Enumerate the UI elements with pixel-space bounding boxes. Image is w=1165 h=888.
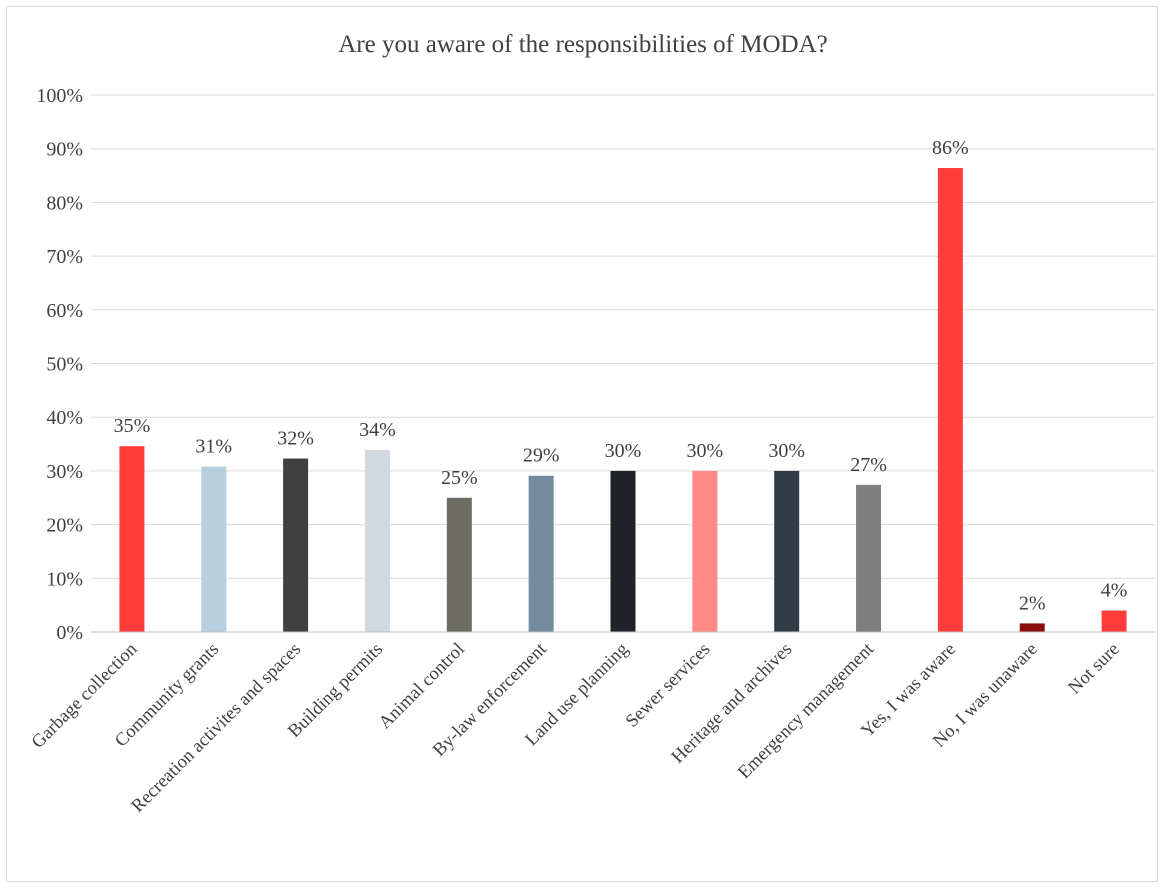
bar	[528, 475, 554, 632]
y-tick-label: 40%	[46, 407, 83, 429]
data-label: 30%	[605, 440, 642, 462]
data-label: 2%	[1019, 592, 1046, 614]
y-tick-label: 70%	[46, 246, 83, 268]
x-category-label: Sewer services	[622, 639, 714, 731]
bar	[119, 446, 145, 632]
data-label: 35%	[114, 415, 151, 437]
x-category-label: Recreation activites and spaces	[128, 639, 305, 816]
gridlines	[91, 94, 1155, 579]
y-tick-label: 60%	[46, 300, 83, 322]
bar	[692, 470, 718, 632]
data-labels: 35% 31% 32% 34% 25% 29% 30% 30% 30% 27% 86% 2% 4%	[114, 137, 1128, 614]
data-label: 4%	[1101, 580, 1128, 602]
bar	[201, 466, 227, 632]
data-label: 30%	[687, 440, 724, 462]
y-tick-label: 30%	[46, 461, 83, 483]
data-label: 86%	[932, 137, 969, 159]
bar	[1019, 623, 1045, 632]
data-label: 30%	[768, 440, 805, 462]
data-label: 34%	[359, 419, 396, 441]
y-tick-label: 50%	[46, 354, 83, 376]
y-axis-tick-labels: 0% 10% 20% 30% 40% 50% 60% 70% 80% 90% 100%	[36, 85, 83, 644]
data-label: 29%	[523, 445, 560, 467]
data-label: 32%	[277, 428, 314, 450]
bar	[1101, 610, 1127, 632]
y-tick-label: 10%	[46, 568, 83, 590]
x-category-label: Not sure	[1065, 639, 1124, 698]
bar	[856, 484, 882, 632]
data-label: 25%	[441, 467, 478, 489]
bar	[283, 458, 309, 632]
bar	[364, 449, 390, 632]
x-category-label: Emergency management	[734, 639, 878, 783]
y-tick-label: 80%	[46, 192, 83, 214]
x-category-label: Animal control	[375, 639, 469, 733]
y-tick-label: 20%	[46, 515, 83, 537]
data-label: 27%	[850, 454, 887, 476]
y-tick-label: 90%	[46, 139, 83, 161]
chart-frame: Are you aware of the responsibilities of…	[6, 6, 1158, 882]
y-tick-label: 0%	[56, 622, 83, 644]
data-label: 31%	[195, 436, 232, 458]
chart-title: Are you aware of the responsibilities of…	[338, 31, 827, 58]
bar-chart: Are you aware of the responsibilities of…	[28, 31, 1155, 817]
y-tick-label: 100%	[36, 85, 83, 107]
bars	[119, 168, 1127, 633]
bar	[610, 470, 636, 632]
bar	[446, 497, 472, 632]
bar	[937, 168, 963, 633]
bar	[774, 470, 800, 632]
